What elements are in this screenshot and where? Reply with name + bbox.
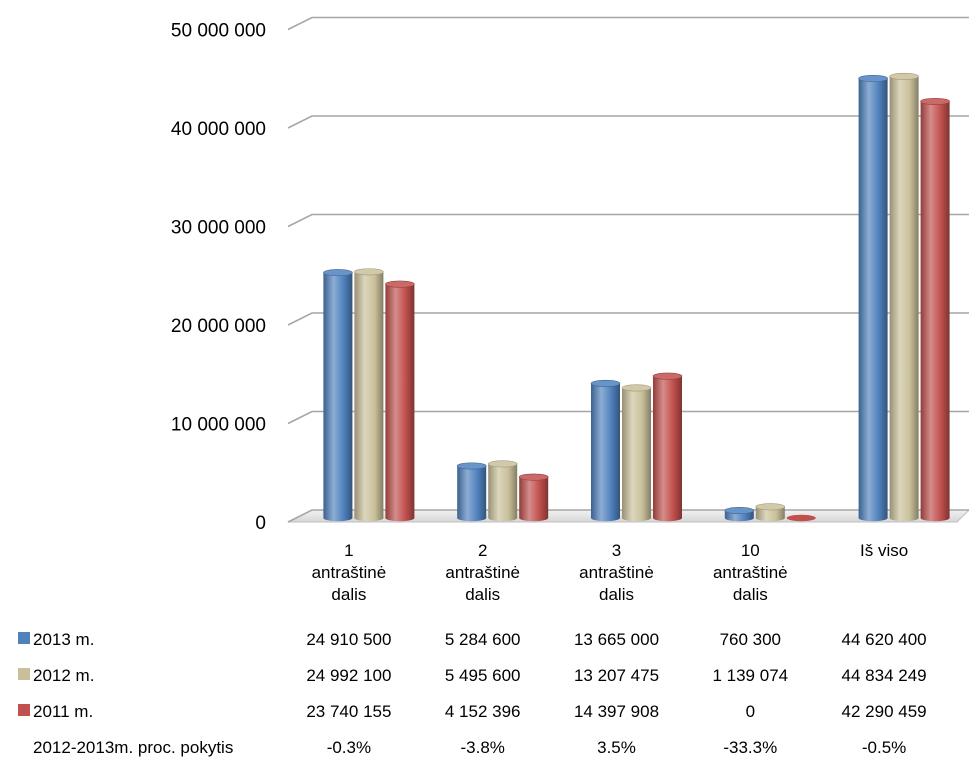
change-value: -3.8%	[460, 738, 504, 757]
bar	[889, 72, 919, 522]
data-label: 760 300	[720, 630, 781, 649]
bar	[354, 268, 384, 522]
data-label: 14 397 908	[574, 702, 659, 721]
change-value: 3.5%	[597, 738, 636, 757]
legend-label: 2011 m.	[33, 702, 93, 721]
axis-layer: 0 10 000 000 20 000 000 30 000 000 40 000 00…	[171, 16, 969, 604]
change-value: -33.3%	[723, 738, 777, 757]
data-label: 44 620 400	[842, 630, 927, 649]
data-label: 44 834 249	[842, 666, 927, 685]
legend-swatch	[18, 668, 30, 680]
gridline	[287, 312, 969, 326]
data-label: 23 740 155	[306, 702, 391, 721]
bar	[786, 514, 816, 522]
bar	[487, 460, 518, 522]
legend-swatch	[18, 704, 30, 716]
bar	[920, 97, 950, 522]
gridline	[287, 213, 969, 228]
bar-top	[858, 74, 888, 82]
bar-top	[724, 507, 755, 515]
bar-body	[755, 506, 785, 522]
category-label: 2	[478, 541, 487, 560]
bar-body	[354, 271, 384, 522]
category-label: 10	[741, 541, 760, 560]
data-label: 13 207 475	[574, 666, 659, 685]
bar-body	[519, 477, 549, 522]
legend-label: 2012 m.	[33, 666, 94, 685]
category-label: dalis	[465, 585, 500, 604]
bar-top	[354, 268, 384, 276]
data-label: 5 284 600	[445, 630, 521, 649]
bar-top	[755, 503, 786, 511]
data-label: 24 992 100	[306, 666, 391, 685]
category-label: antraštinė	[713, 563, 788, 582]
bar	[518, 473, 549, 522]
category-label: 1	[344, 541, 353, 560]
bar-body	[622, 387, 651, 522]
bar	[652, 372, 683, 522]
y-tick-label: 20 000 000	[171, 316, 266, 337]
bar-top	[323, 269, 353, 277]
category-label: dalis	[599, 585, 634, 604]
data-label: 24 910 500	[306, 630, 391, 649]
bar-body	[323, 272, 353, 522]
bar	[323, 269, 353, 522]
bar-top	[385, 280, 415, 288]
bar	[724, 507, 755, 522]
category-label: dalis	[733, 585, 768, 604]
data-label: 42 290 459	[842, 702, 927, 721]
change-value: -0.5%	[862, 738, 906, 757]
bar	[385, 280, 415, 522]
gridline	[287, 115, 969, 129]
bar-body	[385, 284, 415, 522]
category-label: antraštinė	[312, 563, 387, 582]
category-label: antraštinė	[445, 563, 520, 582]
bar-top	[889, 72, 919, 80]
gridline	[287, 410, 969, 425]
bar-body	[488, 463, 518, 522]
bar-top	[590, 379, 621, 387]
bar-top	[487, 460, 518, 468]
bar-top	[456, 462, 487, 470]
bars-layer	[323, 72, 950, 522]
y-tick-label: 50 000 000	[171, 21, 266, 42]
bar-body	[889, 76, 919, 522]
data-label: 5 495 600	[445, 666, 521, 685]
y-tick-label: 40 000 000	[171, 119, 266, 140]
data-table: 2013 m. 24 910 500 5 284 600 13 665 000 760 …	[18, 630, 927, 757]
bar	[755, 503, 786, 522]
category-label: 3	[612, 541, 621, 560]
bar-top	[518, 473, 549, 481]
bar-body	[457, 465, 487, 522]
y-tick-label: 0	[255, 513, 266, 534]
data-label: 1 139 074	[712, 666, 788, 685]
bar-top	[920, 97, 950, 105]
category-label: Iš viso	[860, 541, 908, 560]
category-label: antraštinė	[579, 563, 654, 582]
bar-top	[786, 514, 816, 522]
y-tick-label: 30 000 000	[171, 218, 266, 239]
data-label: 0	[746, 702, 755, 721]
category-label: dalis	[331, 585, 366, 604]
bar-body	[591, 383, 620, 522]
legend-swatch	[18, 632, 30, 644]
bar-body	[920, 101, 950, 522]
legend-label: 2013 m.	[33, 630, 94, 649]
change-row-label: 2012-2013m. proc. pokytis	[33, 738, 233, 757]
bar	[858, 74, 888, 522]
bar-top	[621, 384, 652, 392]
gridline	[287, 16, 969, 31]
bar	[590, 379, 621, 522]
change-value: -0.3%	[327, 738, 371, 757]
y-tick-label: 10 000 000	[171, 415, 266, 436]
bar	[456, 462, 487, 522]
bar-body	[653, 376, 682, 522]
bar	[621, 384, 652, 522]
data-label: 4 152 396	[445, 702, 521, 721]
data-label: 13 665 000	[574, 630, 659, 649]
bar-body	[858, 78, 888, 522]
bar-top	[652, 372, 683, 380]
